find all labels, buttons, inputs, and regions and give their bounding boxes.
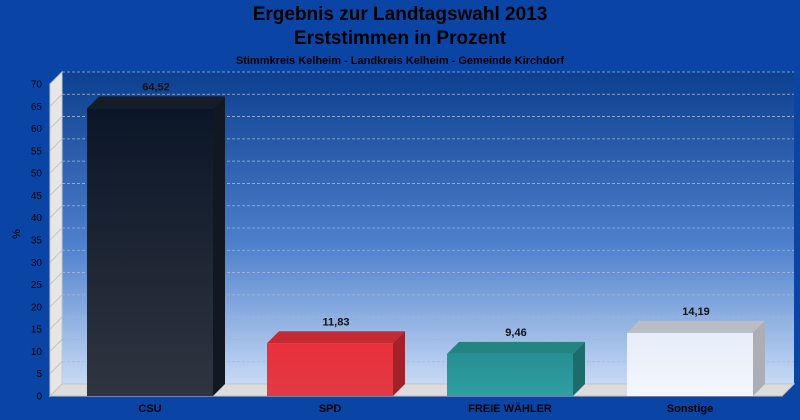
bar-side [393, 331, 405, 396]
y-tick-label: 45 [31, 191, 43, 202]
data-label: 9,46 [505, 327, 526, 339]
gridline-side [49, 250, 63, 263]
gridline-side [49, 316, 63, 330]
bar-top [87, 96, 225, 109]
gridline-side [49, 71, 63, 85]
y-tick-label: 25 [31, 280, 43, 291]
bar-top [267, 331, 405, 344]
bar-sonstige: 14,19 [627, 306, 765, 396]
x-tick-label: Sonstige [667, 403, 713, 415]
gridline-side [49, 116, 63, 129]
bar-freie-w-hler: 9,46 [447, 327, 585, 396]
gridline-side [49, 138, 63, 152]
bar-front [447, 353, 573, 396]
chart-subtitle: Stimmkreis Kelheim - Landkreis Kelheim -… [235, 55, 565, 67]
bar-front [627, 332, 753, 396]
bar-front [267, 343, 393, 396]
gridline-side [49, 94, 63, 107]
y-tick-label: 5 [36, 369, 42, 380]
gridline-side [49, 272, 63, 285]
y-tick-label: 60 [31, 124, 43, 135]
y-tick-label: 30 [31, 258, 43, 269]
chart-title: Ergebnis zur Landtagswahl 2013 [252, 4, 548, 25]
gridline-side [49, 339, 63, 352]
y-tick-label: 65 [31, 102, 43, 113]
y-tick-label: 0 [36, 392, 42, 403]
y-tick-label: 70 [31, 80, 43, 91]
y-tick-label: 40 [31, 213, 43, 224]
x-tick-label: CSU [138, 403, 161, 415]
y-tick-label: 35 [31, 236, 43, 247]
gridline-side [49, 183, 63, 196]
bar-top [447, 341, 585, 354]
bar-csu: 64,52 [87, 81, 225, 396]
x-tick-label: SPD [319, 403, 342, 415]
y-tick-label: 10 [31, 347, 43, 358]
gridline-side [49, 294, 63, 308]
bar-side [573, 341, 585, 396]
bar-front [87, 108, 213, 396]
data-label: 14,19 [682, 306, 710, 318]
y-tick-label: 55 [31, 146, 43, 157]
gridline-side [49, 361, 63, 374]
y-tick-label: 15 [31, 325, 43, 336]
bar-spd: 11,83 [267, 316, 405, 396]
x-tick-label: FREIE WÄHLER [468, 402, 552, 415]
y-tick-label: 50 [31, 169, 43, 180]
gridline-side [49, 227, 63, 241]
gridline-side [49, 205, 63, 218]
y-tick-label: 20 [31, 302, 43, 313]
y-axis-label: % [11, 229, 23, 239]
bar-side [213, 96, 225, 396]
bar-side [753, 320, 765, 396]
chart-title-line2: Erststimmen in Prozent [293, 28, 507, 49]
data-label: 64,52 [142, 81, 170, 93]
gridline-side [49, 160, 63, 174]
bar-top [627, 320, 765, 333]
data-label: 11,83 [323, 316, 350, 328]
